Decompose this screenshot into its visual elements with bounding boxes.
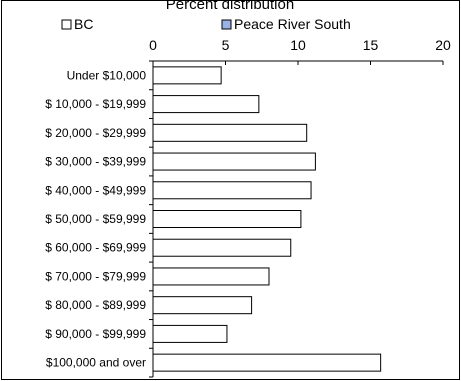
x-tick-label: 5 <box>222 37 230 53</box>
category-label: $100,000 and over <box>46 356 146 370</box>
bar-bc <box>152 296 253 315</box>
category-label: $ 60,000 - $69,999 <box>45 241 146 255</box>
category-label: $ 50,000 - $59,999 <box>45 212 146 226</box>
x-tick-label: 15 <box>363 37 379 53</box>
category-label: $ 80,000 - $89,999 <box>45 298 146 312</box>
bar-bc <box>152 66 222 85</box>
legend-label-bc: BC <box>74 16 93 32</box>
bar-bc <box>152 353 382 372</box>
bars <box>152 66 382 372</box>
category-label: $ 70,000 - $79,999 <box>45 269 146 283</box>
legend-swatch-bc <box>61 19 72 30</box>
legend: BC Peace River South <box>61 16 351 32</box>
x-tick-label: 20 <box>435 37 451 53</box>
category-label: $ 30,000 - $39,999 <box>45 155 146 169</box>
x-tick-label: 0 <box>149 37 157 53</box>
category-label: Under $10,000 <box>67 68 147 82</box>
bar-bc <box>152 181 312 200</box>
bar-bc <box>152 238 292 257</box>
category-label: $ 20,000 - $29,999 <box>45 126 146 140</box>
bar-bc <box>152 210 302 228</box>
bar-bc <box>152 152 316 171</box>
legend-swatch-peace-river-south <box>221 19 232 30</box>
bar-bc <box>152 267 270 286</box>
bar-bc <box>152 123 308 142</box>
bar-bc <box>152 324 228 343</box>
legend-label-peace-river-south: Peace River South <box>234 16 351 32</box>
category-label: $ 90,000 - $99,999 <box>45 327 146 341</box>
category-label: $ 10,000 - $19,999 <box>45 97 146 111</box>
category-label: $ 40,000 - $49,999 <box>45 183 146 197</box>
x-tick-label: 10 <box>290 37 306 53</box>
bar-bc <box>152 95 260 114</box>
chart-title: Percent distribution <box>166 0 294 13</box>
category-labels: Under $10,000 $ 10,000 - $19,999 $ 20,000 … <box>45 68 146 369</box>
